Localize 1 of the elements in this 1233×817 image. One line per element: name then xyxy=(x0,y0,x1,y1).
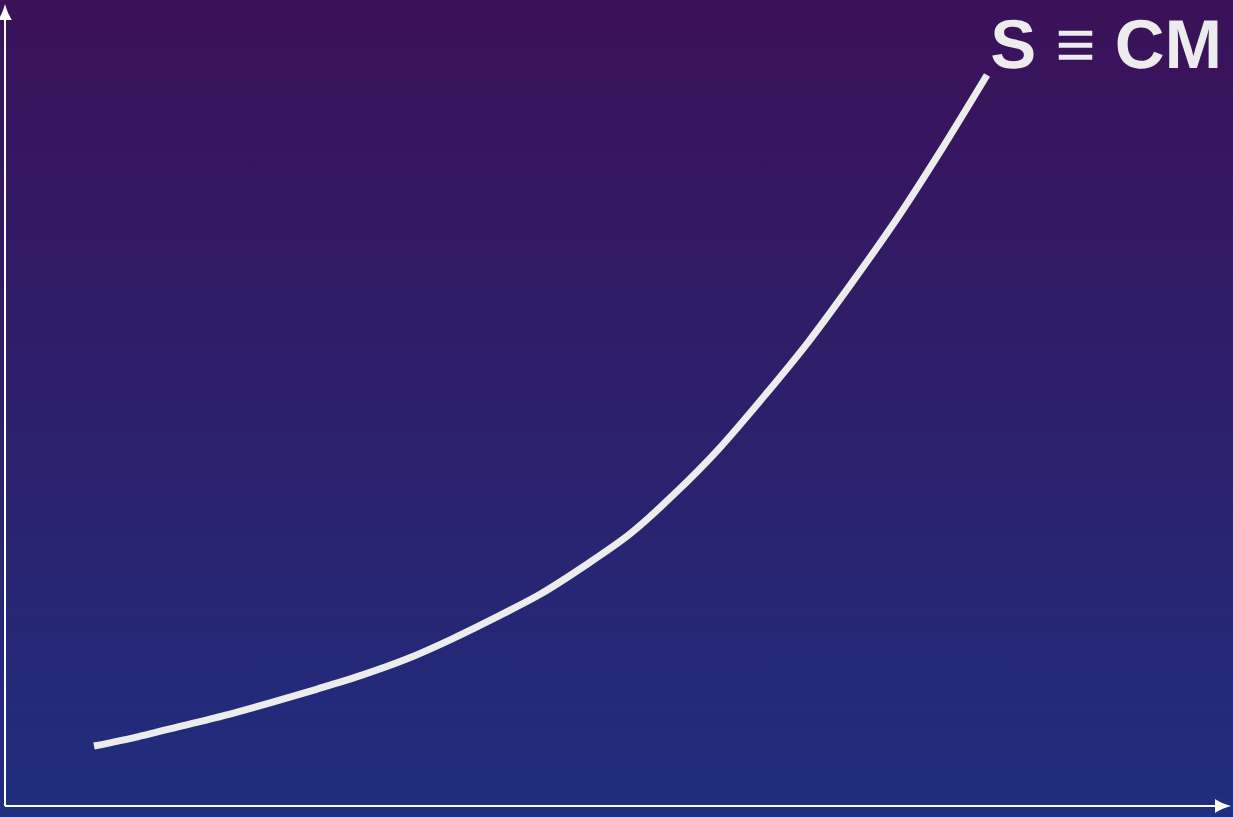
series-label: S ≡ CM xyxy=(992,19,1218,69)
